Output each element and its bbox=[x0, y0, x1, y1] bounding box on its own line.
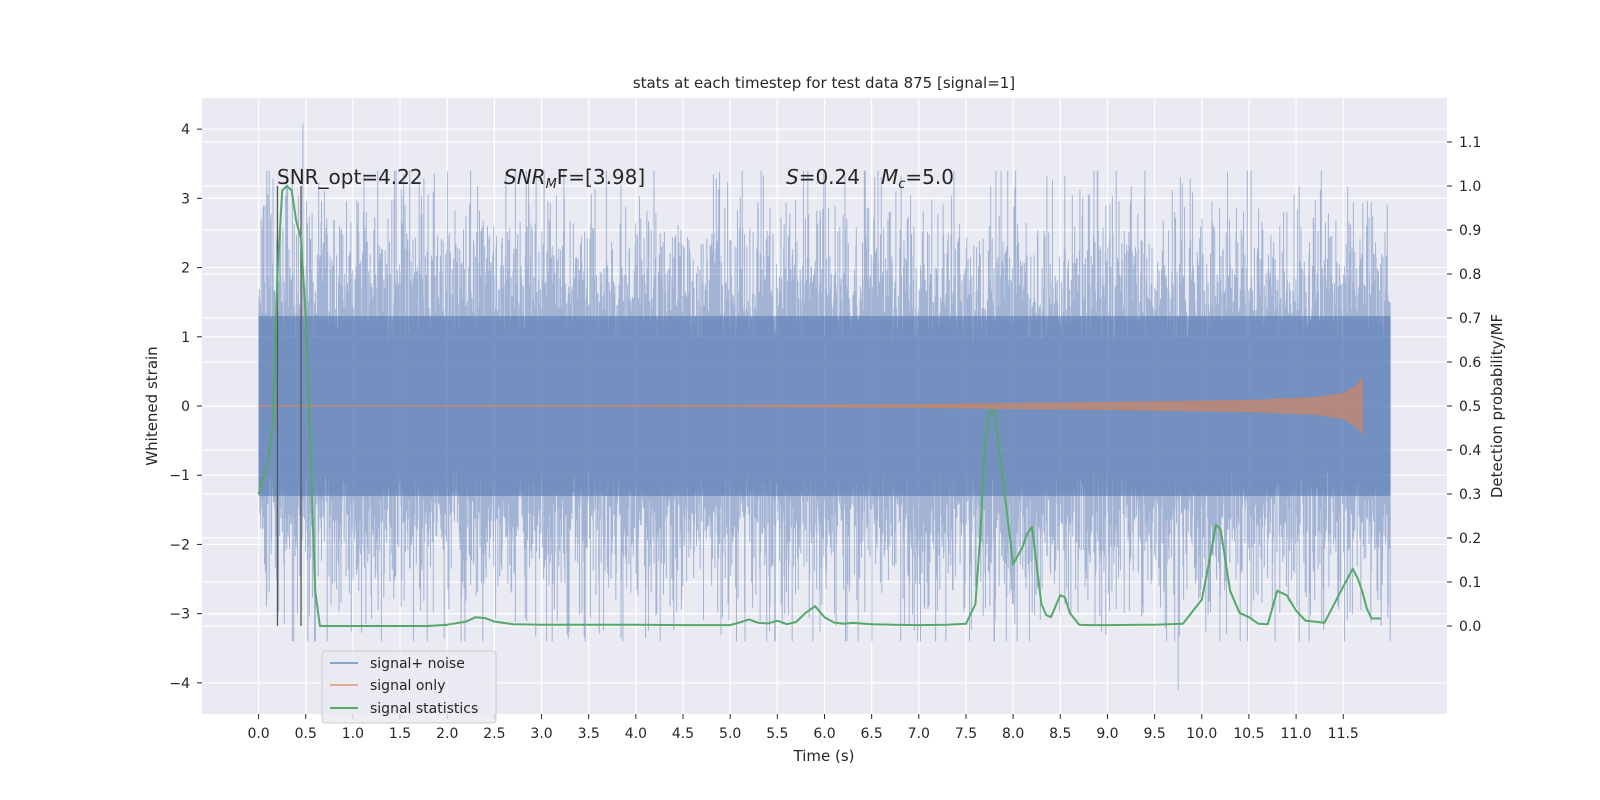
y-right-tick-label: 0.7 bbox=[1459, 311, 1481, 327]
legend-box bbox=[321, 650, 497, 724]
annotation-s: S=0.24 bbox=[786, 165, 860, 189]
x-tick-label: 8.0 bbox=[1002, 726, 1024, 742]
x-tick-label: 0.0 bbox=[247, 726, 269, 742]
x-tick-label: 10.5 bbox=[1233, 726, 1264, 742]
annotation-mc: Mc=5.0 bbox=[881, 165, 954, 192]
annotation-mc-rest: =5.0 bbox=[905, 165, 954, 189]
series-signal-only bbox=[258, 376, 1363, 436]
y-right-tick-label: 0.9 bbox=[1459, 223, 1481, 239]
x-tick-label: 5.5 bbox=[766, 726, 788, 742]
x-axis-label: Time (s) bbox=[793, 747, 855, 765]
signal-only-envelope bbox=[258, 376, 1363, 436]
y-right-tick-label: 0.6 bbox=[1459, 355, 1481, 371]
y-right-tick-label: 0.3 bbox=[1459, 487, 1481, 503]
x-tick-label: 5.0 bbox=[719, 726, 741, 742]
x-tick-label: 7.0 bbox=[908, 726, 930, 742]
series-signal-statistics bbox=[257, 185, 1381, 627]
x-axis-ticks: 0.0 0.5 1.0 1.5 2.0 2.5 3.0 3.5 4.0 4.5 5.0 5.5 6.0 6… bbox=[247, 714, 1359, 742]
y-right-tick-label: 0.1 bbox=[1459, 575, 1481, 591]
y-tick-label: 1 bbox=[181, 330, 190, 346]
legend: signal+ noise signal only signal statist… bbox=[321, 650, 497, 724]
legend-label-signal-statistics: signal statistics bbox=[370, 701, 478, 717]
y-right-axis-ticks: 0.0 0.1 0.2 0.3 0.4 0.5 0.6 0.7 0.8 0.9 1.0 1.1 bbox=[1447, 135, 1481, 635]
x-tick-label: 2.5 bbox=[483, 726, 505, 742]
y-tick-label: 4 bbox=[181, 122, 190, 138]
y-axis-ticks: −4 −3 −2 −1 0 1 2 3 4 bbox=[169, 122, 202, 692]
x-tick-label: 3.0 bbox=[530, 726, 552, 742]
annotation-mc-main: M bbox=[881, 165, 898, 189]
x-tick-label: 2.0 bbox=[436, 726, 458, 742]
x-tick-label: 4.5 bbox=[672, 726, 694, 742]
x-tick-label: 6.5 bbox=[861, 726, 883, 742]
y-right-tick-label: 1.1 bbox=[1459, 135, 1481, 151]
y-tick-label: −3 bbox=[169, 607, 190, 623]
x-tick-label: 0.5 bbox=[295, 726, 317, 742]
x-tick-label: 10.0 bbox=[1186, 726, 1217, 742]
y-tick-label: −4 bbox=[169, 676, 190, 692]
y-tick-label: 3 bbox=[181, 191, 190, 207]
y-right-tick-label: 1.0 bbox=[1459, 179, 1481, 195]
annotation-snr-mf-rest: F=[3.98] bbox=[557, 165, 645, 189]
signal-statistics-line bbox=[257, 185, 1381, 627]
y-right-axis-label: Detection probability/MF bbox=[1488, 314, 1506, 498]
y-right-tick-label: 0.5 bbox=[1459, 399, 1481, 415]
y-right-tick-label: 0.2 bbox=[1459, 531, 1481, 547]
x-tick-label: 9.0 bbox=[1096, 726, 1118, 742]
annotation-snr-mf-main: SNR bbox=[504, 165, 546, 189]
chart-title: stats at each timestep for test data 875… bbox=[633, 74, 1015, 92]
annotation-snr-opt: SNR_opt=4.22 bbox=[277, 165, 423, 189]
x-tick-label: 8.5 bbox=[1049, 726, 1071, 742]
y-tick-label: −1 bbox=[169, 468, 190, 484]
x-tick-label: 11.0 bbox=[1281, 726, 1312, 742]
annotation-s-main: S bbox=[786, 165, 799, 189]
x-tick-label: 4.0 bbox=[625, 726, 647, 742]
y-tick-label: 2 bbox=[181, 261, 190, 277]
y-right-tick-label: 0.4 bbox=[1459, 443, 1481, 459]
y-right-tick-label: 0.8 bbox=[1459, 267, 1481, 283]
x-tick-label: 11.5 bbox=[1328, 726, 1359, 742]
y-axis-label: Whitened strain bbox=[143, 346, 161, 465]
annotation-snr-mf: SNRMF=[3.98] bbox=[504, 165, 645, 192]
annotation-snr-mf-sub: M bbox=[546, 177, 557, 192]
annotation-mc-sub: c bbox=[898, 177, 905, 192]
x-tick-label: 1.0 bbox=[342, 726, 364, 742]
y-tick-label: −2 bbox=[169, 537, 190, 553]
x-tick-label: 6.0 bbox=[813, 726, 835, 742]
y-right-tick-label: 0.0 bbox=[1459, 619, 1481, 635]
x-tick-label: 3.5 bbox=[578, 726, 600, 742]
y-tick-label: 0 bbox=[181, 399, 190, 415]
x-tick-label: 1.5 bbox=[389, 726, 411, 742]
legend-label-signal-noise: signal+ noise bbox=[370, 656, 465, 672]
x-tick-label: 9.5 bbox=[1143, 726, 1165, 742]
legend-label-signal-only: signal only bbox=[370, 678, 445, 694]
annotation-s-rest: =0.24 bbox=[799, 165, 860, 189]
x-tick-label: 7.5 bbox=[955, 726, 977, 742]
